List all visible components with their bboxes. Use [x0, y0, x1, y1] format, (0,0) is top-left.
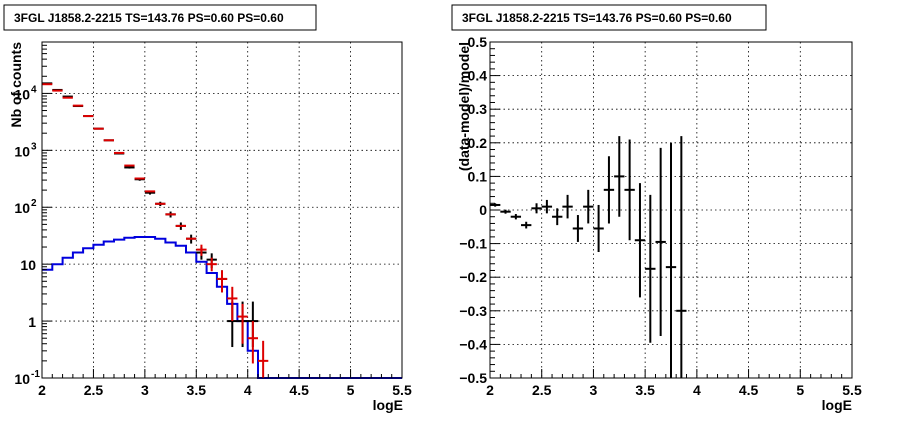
residual-point — [614, 136, 625, 217]
counts-x-axis-title: logE — [373, 397, 403, 413]
counts-x-tick-label: 2.5 — [84, 382, 104, 398]
model-point — [237, 303, 248, 344]
residual-y-tick-label: 0.4 — [468, 68, 488, 84]
residual-point — [665, 142, 677, 378]
residual-y-tick-label: 0 — [479, 202, 487, 218]
counts-y-tick-exponent: 2 — [31, 198, 37, 209]
residual-panel: 2 2.5 3 3.5 4 4.5 5 5.5 −0.5 −0.4 −0.3 −0.2 −0.1 0 0.1… — [451, 4, 862, 413]
counts-plot-frame — [41, 41, 403, 379]
residual-point — [655, 147, 666, 336]
residual-y-tick-label: 0.5 — [468, 34, 488, 50]
residual-x-tick-label: 3.5 — [635, 382, 655, 398]
counts-x-tick-label: 5 — [347, 382, 355, 398]
counts-x-tick-label: 4.5 — [289, 382, 309, 398]
counts-y-tick-label: 1 — [28, 314, 36, 330]
residual-point — [552, 208, 563, 226]
residual-title-box — [451, 4, 767, 31]
counts-x-tick-label: 2 — [38, 382, 46, 398]
residual-point — [521, 221, 532, 229]
residual-y-axis-title: (data-model)/model — [456, 42, 472, 171]
counts-series — [42, 82, 402, 379]
residual-y-tick-label: −0.5 — [459, 370, 487, 386]
data-point — [124, 166, 135, 169]
model-point — [258, 340, 269, 378]
counts-title: 3FGL J1858.2-2215 TS=143.76 PS=0.60 PS=0… — [14, 11, 284, 25]
residual-point — [562, 194, 573, 219]
model-point — [206, 257, 217, 272]
counts-y-tick-label: 10 — [20, 257, 36, 273]
residual-point — [500, 209, 511, 214]
residual-point — [583, 189, 594, 224]
residual-y-tick-label: 0.3 — [468, 101, 488, 117]
counts-y-tick-label: 10 — [14, 371, 30, 387]
model-point — [227, 286, 238, 322]
residual-point — [676, 136, 687, 378]
counts-y-tick-exponent: 3 — [31, 141, 37, 152]
residual-title: 3FGL J1858.2-2215 TS=143.76 PS=0.60 PS=0… — [462, 11, 732, 25]
residual-ticks: 2 2.5 3 3.5 4 4.5 5 5.5 −0.5 −0.4 −0.3 −0.2 −0.1 0 0.1… — [459, 34, 862, 398]
counts-y-tick-label: 10 — [14, 200, 30, 216]
residual-point — [531, 203, 542, 214]
residual-y-tick-label: 0.1 — [468, 168, 488, 184]
residual-x-tick-label: 5.5 — [842, 382, 862, 398]
counts-y-tick-label: 10 — [14, 143, 30, 159]
residual-point — [645, 194, 656, 343]
counts-x-tick-label: 5.5 — [392, 382, 412, 398]
residual-x-tick-label: 3 — [590, 382, 598, 398]
residual-series — [490, 136, 687, 378]
counts-title-box — [3, 4, 317, 31]
counts-x-tick-label: 3.5 — [187, 382, 207, 398]
residual-y-tick-label: −0.1 — [459, 236, 487, 252]
counts-y-tick-exponent: 4 — [31, 84, 37, 95]
residual-y-tick-label: −0.3 — [459, 303, 487, 319]
residual-point — [634, 183, 646, 298]
residual-point — [593, 204, 604, 252]
residual-x-tick-label: 5 — [796, 382, 804, 398]
counts-y-tick-exponent: -1 — [31, 369, 40, 380]
residual-y-tick-label: 0.2 — [468, 135, 488, 151]
residual-point — [572, 215, 584, 242]
counts-y-axis-title: Nb of counts — [8, 42, 24, 128]
model-point — [196, 244, 207, 256]
counts-x-tick-label: 4 — [244, 382, 252, 398]
counts-x-tick-label: 3 — [141, 382, 149, 398]
residual-x-tick-label: 2 — [486, 382, 494, 398]
counts-grid — [42, 42, 402, 378]
model-point — [216, 270, 228, 293]
residual-x-tick-label: 4.5 — [739, 382, 759, 398]
residual-point — [541, 199, 553, 214]
residual-y-tick-label: −0.2 — [459, 269, 487, 285]
residual-point — [603, 156, 615, 224]
residual-y-tick-label: −0.4 — [459, 336, 487, 352]
residual-point — [624, 139, 635, 241]
residual-x-tick-label: 2.5 — [532, 382, 552, 398]
residual-point — [510, 214, 522, 220]
residual-x-tick-label: 4 — [693, 382, 701, 398]
counts-y-tick-label: 10 — [14, 86, 30, 102]
residual-point — [490, 203, 501, 207]
model-point — [247, 321, 258, 364]
residual-x-axis-title: logE — [822, 397, 852, 413]
source-model-step-line — [42, 236, 402, 379]
